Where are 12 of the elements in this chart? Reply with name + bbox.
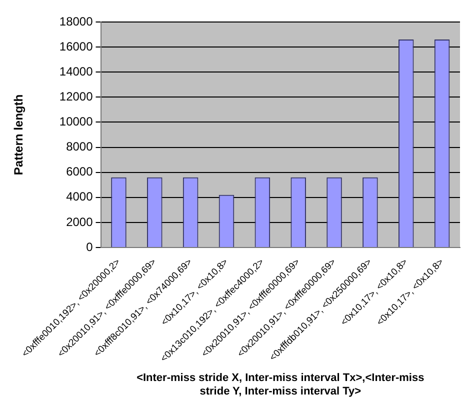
y-axis-title: Pattern length <box>12 94 26 176</box>
y-tick-label: 12000 <box>59 90 94 104</box>
y-tick-label: 4000 <box>66 190 94 204</box>
y-tick-label: 6000 <box>66 164 94 179</box>
y-tick-label: 10000 <box>59 114 94 129</box>
y-tick-label: 16000 <box>59 39 94 54</box>
y-tick-label: 8000 <box>66 140 94 154</box>
y-tick-label: 2000 <box>66 214 94 229</box>
x-axis-title: <Inter-miss stride X, Inter-miss interval Tx>,<Inter-miss stride Y, Inter-miss interval Ty> <box>136 372 424 398</box>
y-tick-label: 18000 <box>59 14 94 28</box>
y-tick-label: 0 <box>86 240 94 254</box>
y-tick-label: 14000 <box>59 64 94 78</box>
